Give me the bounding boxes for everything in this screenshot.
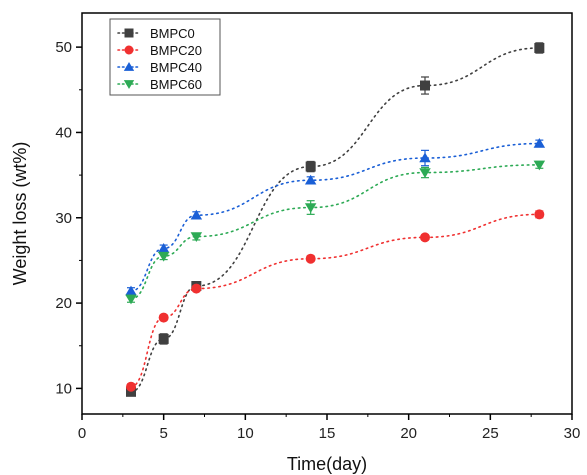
x-tick-label: 10 <box>237 425 254 442</box>
data-point <box>126 386 136 397</box>
x-tick-label: 30 <box>564 425 581 442</box>
data-point <box>420 80 430 91</box>
series-line <box>130 47 541 393</box>
data-point <box>190 232 203 243</box>
data-point <box>305 253 316 264</box>
y-axis-title: Weight loss (wt%) <box>10 142 30 286</box>
legend-label: BMPC20 <box>150 43 202 58</box>
series-line <box>130 164 541 300</box>
legend-marker <box>123 80 135 89</box>
legend-item-bmpc0: BMPC0 <box>117 26 195 41</box>
y-tick-label: 30 <box>55 210 72 227</box>
data-point <box>125 294 137 305</box>
data-point <box>533 138 546 148</box>
data-point <box>125 285 137 296</box>
y-tick-label: 20 <box>55 295 72 312</box>
data-point <box>305 161 316 172</box>
data-point <box>190 209 203 220</box>
data-point <box>534 42 545 53</box>
x-tick-label: 15 <box>319 425 336 442</box>
legend-marker <box>124 28 134 38</box>
series-layer <box>125 42 546 397</box>
data-point <box>126 381 136 392</box>
data-point <box>533 160 546 171</box>
legend-label: BMPC60 <box>150 77 202 92</box>
data-point <box>157 251 170 262</box>
legend-item-bmpc40: BMPC40 <box>117 60 202 75</box>
axes-layer: 0 5 10 15 20 25 30 10 20 30 40 50 <box>55 12 581 442</box>
legend-item-bmpc60: BMPC60 <box>117 77 202 92</box>
data-point <box>304 203 317 214</box>
series-bmpc0 <box>126 42 545 397</box>
series-bmpc20 <box>126 209 545 392</box>
x-tick-label: 20 <box>400 425 417 442</box>
legend-label: BMPC40 <box>150 60 202 75</box>
x-axis-title: Time(day) <box>287 454 367 474</box>
legend-item-bmpc20: BMPC20 <box>117 43 202 58</box>
data-point <box>304 174 317 185</box>
y-tick-label: 10 <box>55 380 72 397</box>
data-point <box>158 312 169 323</box>
y-tick-label: 50 <box>55 39 72 56</box>
legend: BMPC0 BMPC20 BMPC40 BMPC60 <box>109 18 221 96</box>
series-bmpc60 <box>125 160 546 305</box>
y-tick-label: 40 <box>55 124 72 141</box>
series-bmpc40 <box>125 138 546 296</box>
x-tick-label: 5 <box>159 425 167 442</box>
x-tick-label: 25 <box>482 425 499 442</box>
data-point <box>158 333 169 344</box>
legend-marker <box>124 45 134 55</box>
legend-marker <box>123 62 135 71</box>
data-point <box>419 168 431 179</box>
data-point <box>419 152 431 163</box>
data-point <box>157 242 170 253</box>
data-point <box>191 283 202 294</box>
legend-label: BMPC0 <box>150 26 195 41</box>
data-point <box>420 232 430 243</box>
series-line <box>130 213 541 388</box>
data-point <box>534 209 545 220</box>
x-tick-label: 0 <box>78 425 86 442</box>
